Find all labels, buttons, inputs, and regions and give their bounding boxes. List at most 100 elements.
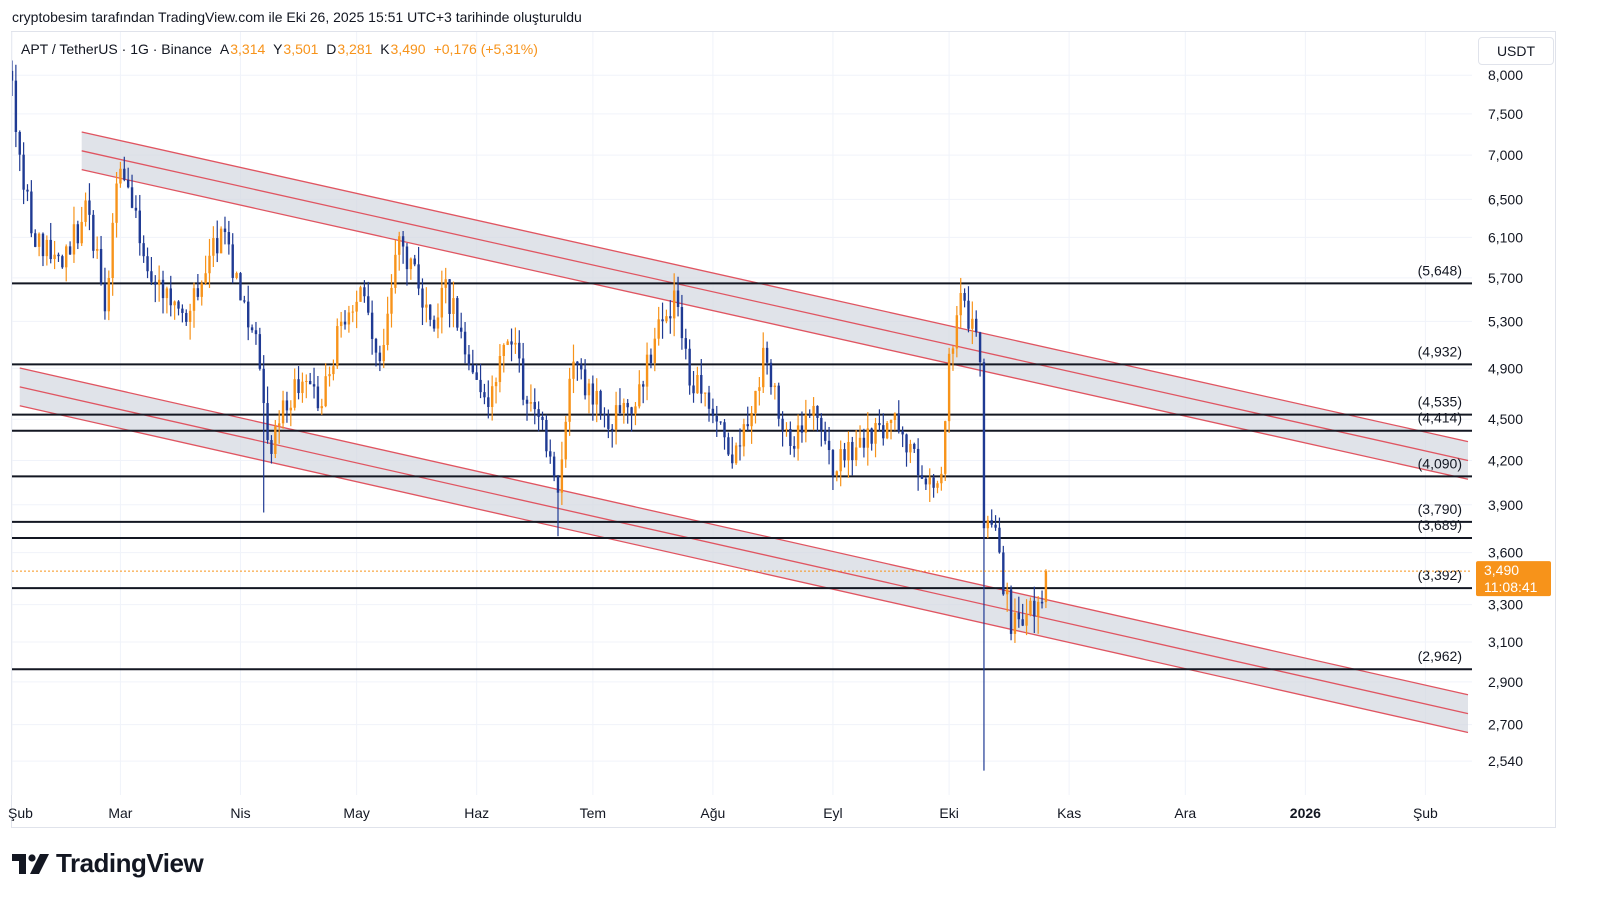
candle (432, 315, 436, 332)
candle-body (483, 392, 486, 398)
candle-body (235, 273, 238, 278)
candle-body (978, 332, 982, 363)
candle-body (990, 520, 993, 525)
candle (297, 366, 300, 400)
candle-body (212, 238, 215, 256)
candle-body (258, 334, 262, 369)
y-tick-label: 2,900 (1488, 674, 1523, 690)
candle-body (514, 342, 517, 345)
candle-body (932, 477, 935, 488)
candle (521, 342, 525, 406)
candle-body (297, 379, 300, 394)
candle-body (700, 375, 703, 394)
candle (843, 442, 846, 468)
brand-name: TradingView (56, 848, 204, 878)
candle (576, 361, 579, 381)
candle (367, 281, 370, 316)
candle (827, 426, 831, 465)
candle (452, 281, 455, 328)
close-value: 3,490 (390, 41, 426, 57)
candle-body (611, 428, 614, 430)
candle (421, 278, 424, 326)
candle-body (219, 228, 223, 254)
candle (26, 184, 29, 202)
candle (793, 436, 796, 458)
candle (994, 515, 997, 531)
candle-body (223, 228, 227, 233)
candle-body (823, 430, 827, 441)
candle-body (444, 279, 447, 288)
candle (634, 402, 637, 426)
candle-body (545, 419, 548, 452)
candle-body (68, 246, 72, 255)
candle-body (123, 168, 126, 180)
candle-body (347, 312, 351, 325)
candle-body (638, 384, 641, 407)
candle-body (804, 414, 808, 433)
candle-body (502, 344, 505, 357)
candle-body (479, 379, 482, 393)
candle-body (1025, 614, 1028, 626)
x-tick-label: Mar (108, 805, 132, 821)
candle (405, 242, 409, 286)
tradingview-logo[interactable]: TradingView (12, 848, 204, 879)
candle (41, 232, 45, 267)
candle (1009, 585, 1013, 641)
candle-body (909, 443, 912, 453)
x-tick-label: Haz (464, 805, 489, 821)
candle-body (394, 254, 397, 288)
candle-body (994, 524, 997, 528)
x-tick-label: Şub (1413, 805, 1438, 821)
candle-body (878, 423, 881, 426)
candle-body (142, 243, 145, 257)
candle-body (22, 154, 25, 190)
candle (448, 279, 451, 328)
candle (103, 267, 107, 320)
candle-body (572, 361, 575, 379)
currency-selector[interactable]: USDT (1478, 37, 1554, 65)
candle (680, 294, 684, 350)
candle (1002, 545, 1005, 596)
candle (672, 273, 676, 337)
candle-body (99, 248, 103, 284)
candle-body (936, 483, 939, 488)
candle (998, 517, 1001, 554)
candle-body (336, 326, 339, 367)
candle-body (556, 476, 560, 493)
candle (1005, 582, 1009, 612)
candle (266, 386, 269, 444)
symbol-legend: APT / TetherUS · 1G · Binance A3,314 Y3,… (21, 41, 538, 57)
candle (386, 296, 389, 351)
candle-body (18, 131, 21, 155)
candle (727, 432, 730, 457)
candle-body (41, 233, 45, 257)
candle-body (169, 288, 172, 306)
candle (359, 285, 362, 302)
candle (382, 328, 385, 369)
symbol-title: APT / TetherUS · 1G · Binance (21, 41, 212, 57)
candle (734, 442, 738, 465)
candle (49, 222, 52, 264)
candle-body (796, 425, 800, 449)
countdown-timer: 11:08:41 (1484, 579, 1538, 595)
candle (537, 401, 540, 432)
candle (580, 358, 583, 380)
candle-body (731, 454, 734, 464)
candle (1021, 603, 1024, 627)
candle (378, 345, 382, 372)
candle-body (885, 423, 889, 439)
candle (591, 375, 595, 421)
channel-line-upper-1 (81, 150, 1469, 462)
candle-body (293, 379, 296, 408)
candle (111, 213, 114, 296)
ohlc-values: A3,314 Y3,501 D3,281 K3,490 (220, 41, 426, 57)
channel-line-lower-1 (19, 386, 1469, 715)
level-label: (3,392) (1418, 567, 1462, 583)
candle-body (866, 428, 869, 448)
candle (258, 327, 262, 371)
candle-body (409, 258, 413, 270)
candle-body (769, 362, 773, 388)
candle (944, 420, 947, 482)
candle-body (216, 238, 219, 254)
